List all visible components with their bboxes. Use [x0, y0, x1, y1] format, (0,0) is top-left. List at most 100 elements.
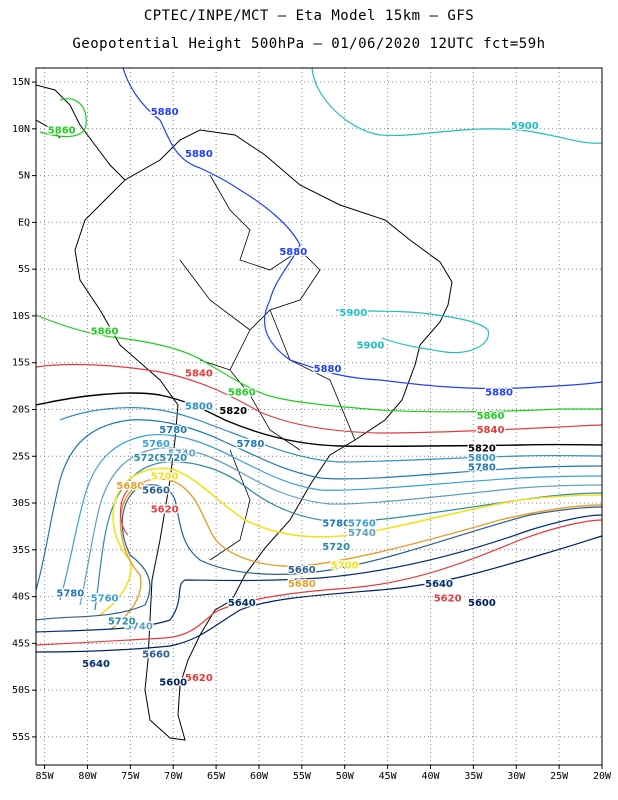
contour-label-5620: 5620 [434, 593, 462, 604]
contour-label-5840: 5840 [477, 425, 505, 436]
lon-tick-label: 35W [464, 771, 483, 782]
longitude-axis: 85W 80W 75W 70W 65W 60W 55W 50W 45W 40W 35W 30W 25W 2… [36, 765, 612, 782]
contour-label-5680: 5680 [288, 579, 316, 590]
lon-tick-label: 40W [421, 771, 440, 782]
lon-tick-label: 30W [507, 771, 526, 782]
map-title: CPTEC/INPE/MCT – Eta Model 15km – GFS [143, 8, 475, 24]
contour-label-5760: 5760 [142, 439, 170, 450]
contour-label-5900: 5900 [511, 121, 539, 132]
contour-5820 [36, 392, 602, 448]
lat-tick-label: 15S [12, 358, 30, 369]
contour-5800 [59, 407, 602, 463]
contour-label-5880: 5880 [485, 387, 513, 398]
south-america-outline [74, 129, 453, 741]
contour-label-5700: 5700 [331, 561, 359, 572]
central-america-outline [36, 84, 126, 181]
lon-tick-label: 75W [121, 771, 140, 782]
contour-label-5740: 5740 [348, 528, 376, 539]
contour-label-5600: 5600 [468, 598, 496, 609]
lat-tick-label: EQ [18, 217, 30, 228]
lon-tick-label: 25W [550, 771, 569, 782]
contour-label-5640: 5640 [82, 659, 110, 670]
map-subtitle: Geopotential Height 500hPa – 01/06/2020 … [72, 36, 546, 52]
contour-label-5860: 5860 [91, 327, 119, 338]
contour-labels: 5900 5900 5900 5880 5880 5880 5880 5880 5860 5860… [47, 106, 540, 690]
contour-label-5760: 5760 [348, 518, 376, 529]
country-borders [179, 174, 356, 561]
contour-label-5780: 5780 [468, 462, 496, 473]
contour-label-5800: 5800 [468, 453, 496, 464]
contour-label-5820: 5820 [219, 406, 247, 417]
contour-5840 [36, 363, 602, 434]
lat-tick-label: 5S [18, 264, 30, 275]
contour-label-5720: 5720 [322, 542, 350, 553]
contour-label-5640: 5640 [228, 598, 256, 609]
contour-label-5880: 5880 [279, 247, 307, 258]
contour-label-5720: 5720 [159, 453, 187, 464]
contour-label-5780: 5780 [236, 439, 264, 450]
lon-tick-label: 55W [293, 771, 312, 782]
contour-label-5640: 5640 [425, 579, 453, 590]
contour-label-5620: 5620 [185, 673, 213, 684]
contour-label-5720: 5720 [108, 617, 136, 628]
contour-label-5760: 5760 [91, 593, 119, 604]
contour-lines [36, 68, 602, 653]
lat-tick-label: 35S [12, 545, 30, 556]
lat-tick-label: 10N [12, 124, 30, 135]
contour-label-5860: 5860 [477, 411, 505, 422]
contour-label-5880: 5880 [151, 107, 179, 118]
contour-5680 [109, 478, 602, 631]
contour-5640 [36, 514, 602, 633]
lon-tick-label: 20W [593, 771, 612, 782]
lat-tick-label: 20S [12, 404, 30, 415]
contour-label-5880: 5880 [185, 149, 213, 160]
contour-5620 [36, 489, 602, 646]
map-frame [35, 67, 603, 766]
contour-label-5740: 5740 [125, 621, 153, 632]
contour-5880 [122, 68, 602, 390]
lat-tick-label: 5N [18, 171, 30, 182]
lat-tick-label: 15N [12, 77, 30, 88]
contour-label-5660: 5660 [142, 486, 170, 497]
coastline [36, 84, 453, 741]
lat-tick-label: 25S [12, 451, 30, 462]
contour-5900 [311, 68, 602, 354]
contour-label-5740: 5740 [168, 448, 196, 459]
contour-label-5660: 5660 [288, 565, 316, 576]
latitude-axis: 15N 10N 5N EQ 5S 10S 15S 20S 25S 30S 35S 40S 45S 50S 5… [12, 77, 36, 743]
lat-tick-label: 55S [12, 732, 30, 743]
contour-label-5820: 5820 [468, 444, 496, 455]
contour-5860 [36, 98, 602, 413]
contour-5740 [79, 447, 602, 606]
contour-label-5860: 5860 [48, 125, 76, 136]
contour-label-5700: 5700 [151, 472, 179, 483]
contour-5760 [59, 433, 602, 601]
contour-5780 [36, 419, 602, 591]
lat-tick-label: 40S [12, 592, 30, 603]
lon-tick-label: 70W [164, 771, 183, 782]
lon-tick-label: 65W [207, 771, 226, 782]
contour-label-5780: 5780 [322, 518, 350, 529]
lat-tick-label: 45S [12, 638, 30, 649]
contour-5600 [36, 535, 602, 653]
contour-label-5600: 5600 [159, 677, 187, 688]
contour-label-5880: 5880 [314, 364, 342, 375]
contour-label-5900: 5900 [357, 341, 385, 352]
lon-tick-label: 80W [78, 771, 97, 782]
lon-tick-label: 50W [336, 771, 355, 782]
contour-label-5780: 5780 [56, 589, 84, 600]
contour-label-5680: 5680 [116, 481, 144, 492]
contour-label-5900: 5900 [339, 308, 367, 319]
lon-tick-label: 85W [36, 771, 55, 782]
lat-tick-label: 30S [12, 498, 30, 509]
contour-label-5860: 5860 [228, 387, 256, 398]
contour-label-5660: 5660 [142, 649, 170, 660]
contour-label-5720: 5720 [134, 453, 162, 464]
contour-label-5620: 5620 [151, 504, 179, 515]
contour-label-5800: 5800 [185, 401, 213, 412]
contour-5700 [99, 467, 602, 616]
lat-tick-label: 10S [12, 311, 30, 322]
contour-5660 [36, 484, 602, 621]
contour-label-5840: 5840 [185, 369, 213, 380]
